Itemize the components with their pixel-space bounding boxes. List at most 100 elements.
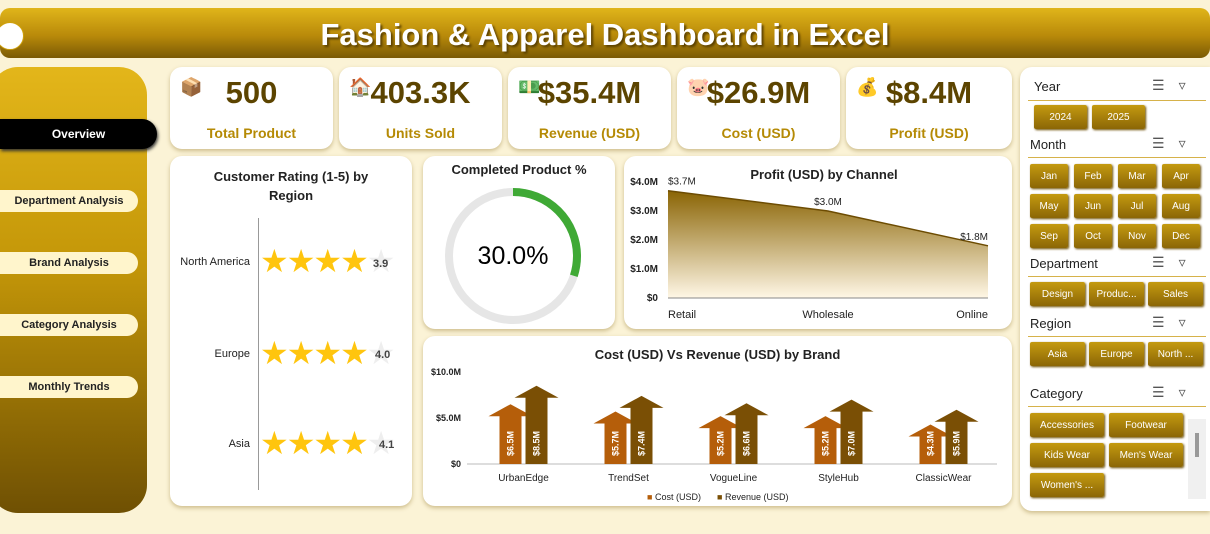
slicer-department-design[interactable]: Design [1030, 282, 1085, 306]
brand-bar-label: $8.5M [532, 431, 542, 456]
logo-icon [0, 22, 24, 50]
slicer-month-title: Month [1030, 137, 1067, 152]
profit-ytick: $0 [647, 293, 659, 304]
clear-filter-icon[interactable]: ▿ [1178, 384, 1200, 400]
profit-ytick: $2.0M [630, 235, 658, 246]
slicer-month-aug[interactable]: Aug [1162, 194, 1200, 218]
kpi-profit: 💰 $8.4M Profit (USD) [846, 67, 1012, 149]
slicer-department-controls: ☰▿ [1152, 254, 1200, 271]
kpi-revenue: 💵 $35.4M Revenue (USD) [508, 67, 671, 149]
profit-xtick: Wholesale [802, 309, 853, 321]
brand-xtick: ClassicWear [916, 473, 973, 484]
slicer-department-production[interactable]: Produc... [1089, 282, 1144, 306]
slicer-category-kids-wear[interactable]: Kids Wear [1030, 443, 1104, 467]
divider [1028, 100, 1206, 101]
nav-department-analysis[interactable]: Department Analysis [0, 190, 138, 212]
slicer-year-title: Year [1034, 79, 1061, 94]
rating-label-north-america: North America [180, 256, 250, 268]
slicer-month-feb[interactable]: Feb [1074, 164, 1112, 188]
multi-select-icon[interactable]: ☰ [1152, 384, 1179, 400]
slicer-month-nov[interactable]: Nov [1118, 224, 1156, 248]
slicer-month-oct[interactable]: Oct [1074, 224, 1112, 248]
clear-filter-icon[interactable]: ▿ [1178, 314, 1200, 330]
kpi-label: Profit (USD) [889, 125, 969, 141]
slicer-month-jan[interactable]: Jan [1030, 164, 1068, 188]
slicer-category-accessories[interactable]: Accessories [1030, 413, 1104, 437]
brand-ytick: $0 [451, 459, 461, 469]
brand-bar-cost [908, 424, 953, 464]
rating-value-north-america: 3.9 [373, 258, 389, 270]
kpi-total-product: 📦 500 Total Product [170, 67, 333, 149]
slicer-month-dec[interactable]: Dec [1162, 224, 1200, 248]
slicer-region-title: Region [1030, 316, 1072, 331]
donut-completed [445, 188, 581, 324]
clear-filter-icon[interactable]: ▿ [1178, 77, 1200, 93]
rating-chart-card: Customer Rating (1-5) by Region North Am… [170, 156, 412, 506]
brand-bar-revenue [829, 399, 874, 464]
clear-filter-icon[interactable]: ▿ [1178, 135, 1200, 151]
brand-xtick: TrendSet [608, 473, 649, 484]
brand-chart-card: Cost (USD) Vs Revenue (USD) by Brand $0 $… [423, 336, 1012, 506]
multi-select-icon[interactable]: ☰ [1152, 254, 1179, 270]
slicer-month-mar[interactable]: Mar [1118, 164, 1156, 188]
slicer-department-sales[interactable]: Sales [1148, 282, 1203, 306]
slicer-month-jul[interactable]: Jul [1118, 194, 1156, 218]
profit-data-label: $3.0M [814, 197, 842, 208]
brand-chart-title: Cost (USD) Vs Revenue (USD) by Brand [594, 347, 841, 362]
profit-ytick: $4.0M [630, 177, 658, 188]
kpi-cost: 🐷 $26.9M Cost (USD) [677, 67, 840, 149]
slicer-region-europe[interactable]: Europe [1089, 342, 1144, 366]
profit-ytick: $1.0M [630, 264, 658, 275]
money-bag-icon: 💰 [856, 77, 879, 97]
slicer-region-asia[interactable]: Asia [1030, 342, 1085, 366]
slicer-department-title: Department [1030, 256, 1098, 271]
kpi-label: Cost (USD) [721, 125, 796, 141]
nav-brand-analysis[interactable]: Brand Analysis [0, 252, 138, 274]
scrollbar-thumb[interactable] [1195, 433, 1199, 457]
slicer-year-2025[interactable]: 2025 [1092, 105, 1145, 129]
sold-house-icon: 🏠 [349, 77, 372, 97]
slicer-panel: Year ☰▿ 2024 2025 Month ☰▿ Jan Feb Mar A… [1020, 67, 1210, 511]
legend-revenue: ■ Revenue (USD) [717, 492, 789, 502]
kpi-label: Revenue (USD) [538, 125, 641, 141]
rating-axis [258, 218, 259, 490]
slicer-month-sep[interactable]: Sep [1030, 224, 1068, 248]
slicer-category-footwear[interactable]: Footwear [1109, 413, 1183, 437]
rating-chart-title: Customer Rating (1-5) by Region [213, 169, 369, 203]
multi-select-icon[interactable]: ☰ [1152, 135, 1179, 151]
slicer-month-controls: ☰▿ [1152, 135, 1200, 152]
slicer-month-jun[interactable]: Jun [1074, 194, 1112, 218]
money-hand-icon: 💵 [518, 77, 541, 97]
profit-data-label: $1.8M [960, 232, 988, 243]
multi-select-icon[interactable]: ☰ [1152, 77, 1179, 93]
brand-ytick: $5.0M [436, 413, 461, 423]
brand-bar-cost [488, 404, 533, 464]
box-icon: 📦 [180, 77, 203, 97]
divider [1028, 276, 1206, 277]
rating-stars-asia: ★★★★★ [260, 425, 395, 461]
rating-stars-north-america: ★★★★★ [260, 243, 395, 279]
slicer-year-2024[interactable]: 2024 [1034, 105, 1087, 129]
slicer-category-mens-wear[interactable]: Men's Wear [1109, 443, 1183, 467]
brand-xtick: StyleHub [818, 473, 859, 484]
slicer-region-north-america[interactable]: North ... [1148, 342, 1203, 366]
profit-area [668, 190, 988, 298]
header-banner: Fashion & Apparel Dashboard in Excel [0, 8, 1210, 58]
legend-cost-label: Cost (USD) [654, 492, 701, 502]
kpi-value: $26.9M [706, 75, 811, 110]
rating-stars-europe: ★★★★★ [260, 335, 395, 371]
nav-category-analysis[interactable]: Category Analysis [0, 314, 138, 336]
multi-select-icon[interactable]: ☰ [1152, 314, 1179, 330]
slicer-month-apr[interactable]: Apr [1162, 164, 1200, 188]
divider [1028, 157, 1206, 158]
slicer-month-may[interactable]: May [1030, 194, 1068, 218]
nav-monthly-trends[interactable]: Monthly Trends [0, 376, 138, 398]
brand-bar-revenue [514, 385, 559, 464]
piggy-bank-icon: 🐷 [687, 77, 710, 97]
slicer-year-controls: ☰▿ [1152, 77, 1200, 94]
nav-overview[interactable]: Overview [0, 119, 157, 149]
slicer-category-scrollbar[interactable] [1188, 419, 1206, 499]
clear-filter-icon[interactable]: ▿ [1178, 254, 1200, 270]
slicer-category-womens-wear[interactable]: Women's ... [1030, 473, 1104, 497]
brand-bar-revenue [619, 395, 664, 464]
